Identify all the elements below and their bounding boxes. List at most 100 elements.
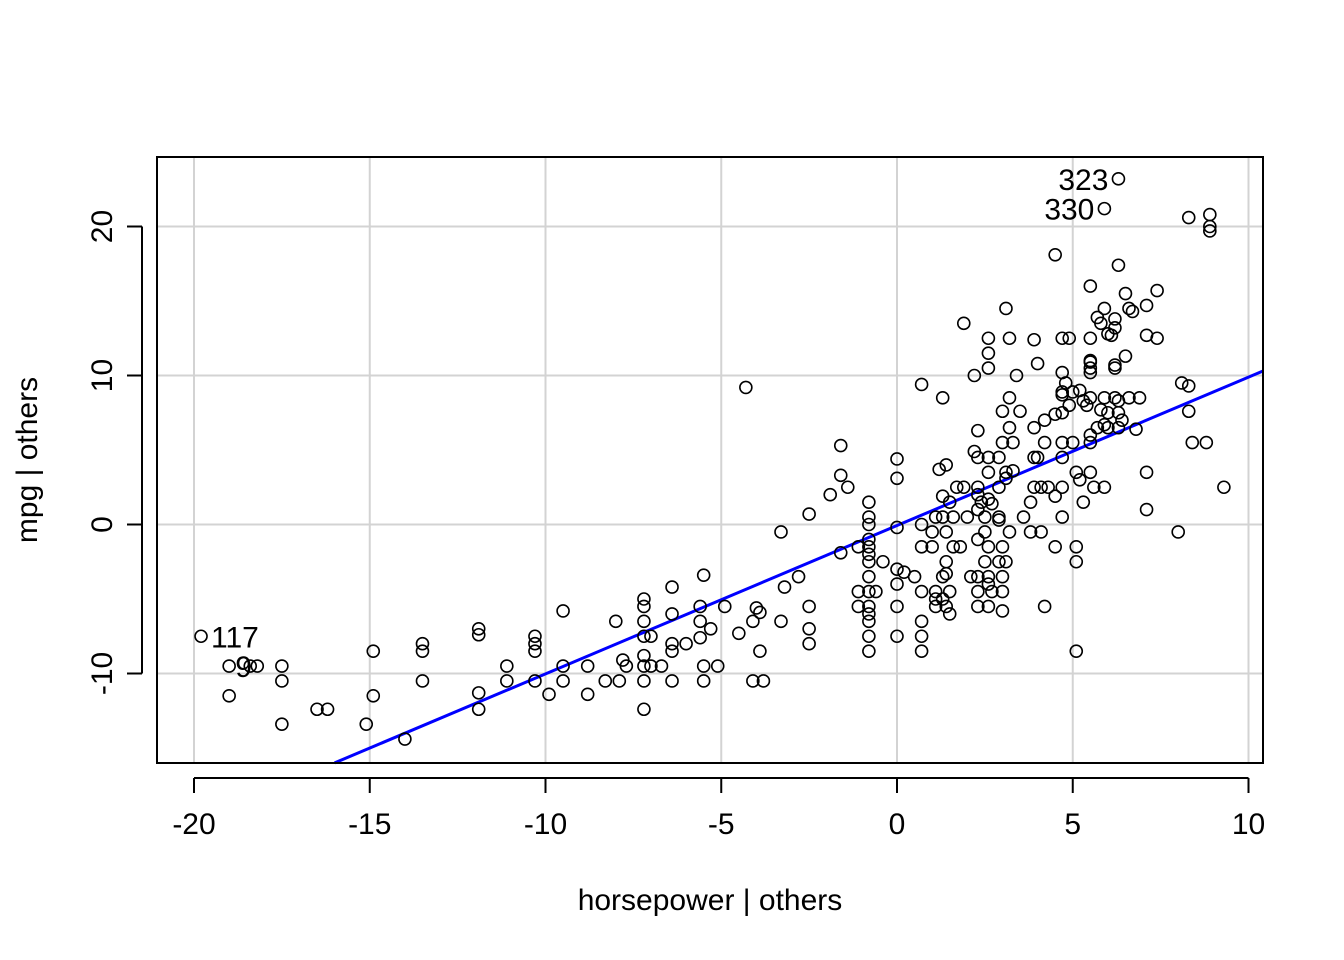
data-point — [1139, 465, 1154, 480]
data-point — [693, 599, 707, 614]
data-point — [1097, 417, 1112, 432]
data-point — [1203, 219, 1217, 234]
data-point — [1034, 480, 1048, 495]
data-point — [1115, 413, 1129, 428]
data-point — [500, 674, 514, 688]
data-point — [528, 644, 542, 658]
data-point — [1150, 283, 1164, 298]
data-point — [981, 331, 996, 346]
data-point — [1111, 420, 1126, 435]
data-point — [1217, 480, 1231, 495]
data-point — [925, 525, 939, 539]
data-point — [956, 316, 971, 331]
data-point — [637, 702, 651, 717]
data-point — [995, 404, 1010, 419]
data-point — [890, 452, 904, 466]
data-point — [637, 659, 651, 673]
data-point — [935, 510, 950, 524]
x-tick-label: -10 — [524, 808, 567, 841]
data-point — [949, 480, 964, 495]
data-point — [471, 702, 486, 717]
data-point — [275, 717, 289, 731]
data-point — [1139, 298, 1154, 313]
data-point — [637, 599, 651, 614]
data-point — [1006, 464, 1020, 478]
data-point — [1048, 248, 1062, 262]
data-point — [928, 510, 943, 524]
data-point — [1094, 316, 1108, 331]
data-point — [1080, 398, 1094, 413]
data-point — [1083, 279, 1098, 293]
data-point — [869, 584, 883, 599]
data-point — [956, 480, 971, 495]
data-point — [890, 629, 904, 644]
data-point — [833, 438, 848, 453]
data-point — [1203, 207, 1217, 222]
data-point — [665, 674, 679, 688]
data-point — [862, 629, 876, 644]
fit-line — [334, 369, 1264, 765]
data-point — [862, 644, 876, 658]
data-point — [1181, 404, 1196, 419]
data-point — [665, 580, 679, 594]
data-point — [981, 599, 996, 614]
data-point — [415, 636, 430, 651]
data-point — [1101, 405, 1115, 420]
data-point — [981, 465, 996, 480]
data-point — [840, 480, 855, 495]
data-point — [320, 702, 335, 717]
data-point — [971, 450, 985, 465]
data-point — [1076, 495, 1091, 509]
data-point — [679, 636, 693, 651]
data-point — [1090, 420, 1105, 435]
x-axis-title: horsepower | others — [578, 884, 843, 917]
data-point — [914, 377, 929, 392]
data-point — [739, 380, 753, 395]
data-point — [914, 644, 929, 658]
data-point — [732, 626, 746, 641]
data-point — [964, 569, 978, 584]
data-point — [862, 607, 876, 621]
data-point — [876, 554, 890, 569]
data-point — [774, 614, 788, 629]
data-point — [243, 659, 258, 673]
data-point — [851, 584, 866, 599]
point-label: 323 — [1058, 164, 1108, 197]
data-point — [971, 423, 985, 438]
data-point — [978, 510, 992, 524]
data-point — [981, 577, 996, 591]
data-point — [1181, 210, 1196, 225]
data-point — [703, 621, 718, 636]
data-point — [746, 614, 760, 629]
data-point — [1111, 172, 1126, 186]
point-label: 9 — [235, 651, 252, 684]
data-point — [1139, 502, 1154, 517]
data-point — [1097, 391, 1112, 405]
data-point — [665, 607, 679, 621]
data-point — [862, 569, 876, 584]
data-point — [1055, 331, 1070, 346]
data-point — [1072, 472, 1087, 487]
data-point — [851, 540, 866, 554]
data-point — [971, 480, 985, 495]
data-point — [971, 599, 985, 614]
data-point — [985, 584, 999, 599]
data-point — [999, 554, 1013, 569]
data-point — [928, 599, 943, 614]
data-point — [890, 599, 904, 614]
data-point — [833, 546, 848, 560]
data-point — [1062, 398, 1077, 413]
data-point — [1118, 349, 1133, 363]
data-point — [995, 569, 1010, 584]
data-point — [992, 554, 1006, 569]
data-point — [1104, 328, 1119, 343]
data-point — [1023, 525, 1038, 539]
data-point — [1108, 312, 1122, 326]
data-point — [978, 525, 992, 539]
data-point — [992, 510, 1006, 524]
x-axis: -20 -15 -10 -5 0 5 10 — [172, 777, 1265, 841]
data-point — [250, 659, 265, 673]
data-point — [967, 368, 982, 383]
y-axis: -10 0 10 20 — [86, 210, 143, 695]
